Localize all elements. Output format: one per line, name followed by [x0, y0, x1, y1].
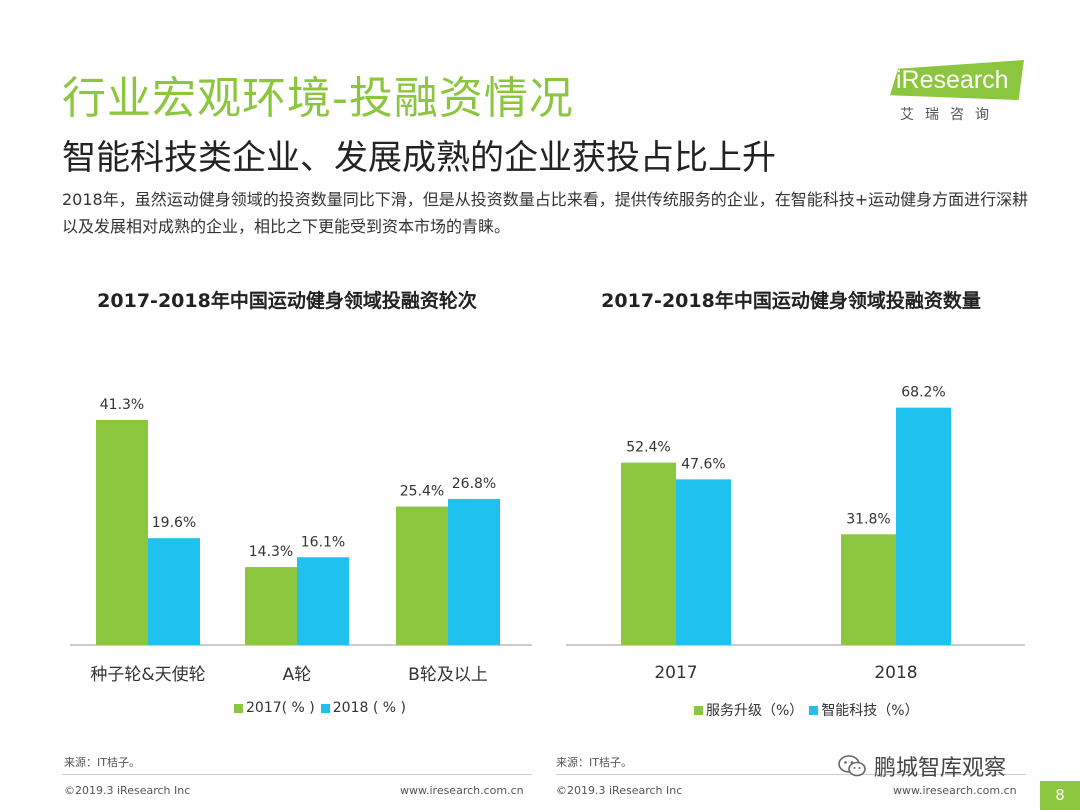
footer-url-right[interactable]: www.iresearch.com.cn [893, 784, 1017, 797]
legend-item-2018: 2018 ( % ) [320, 700, 406, 716]
wechat-icon [838, 755, 866, 777]
data-label: 68.2% [901, 385, 945, 401]
legend-label: 2017( % ) [246, 700, 315, 716]
legend-label: 智能科技（%） [821, 703, 919, 719]
page-subtitle: 智能科技类企业、发展成熟的企业获投占比上升 [62, 138, 776, 178]
footer-divider-left [62, 774, 532, 775]
bar-green-2 [396, 506, 448, 645]
bar-blue-0 [676, 479, 731, 645]
data-label: 14.3% [249, 544, 293, 560]
legend-label: 2018 ( % ) [332, 700, 406, 716]
legend-item-2017: 2017( % ) [234, 700, 315, 716]
chart-1-title: 2017-2018年中国运动健身领域投融资轮次 [97, 290, 477, 312]
source-note-left: 来源：IT桔子。 [64, 756, 140, 769]
bar-blue-1 [297, 557, 349, 645]
legend-swatch-green [694, 705, 703, 715]
logo-text: iResearch [896, 66, 1009, 94]
data-label: 47.6% [681, 456, 725, 472]
data-label: 26.8% [452, 476, 496, 492]
bar-green-1 [841, 534, 896, 645]
source-note-right: 来源：IT桔子。 [556, 756, 632, 769]
iresearch-logo: iResearch 艾瑞咨询 [890, 56, 1030, 126]
category-label: 2018 [874, 663, 917, 683]
bar-blue-1 [896, 407, 951, 645]
description: 2018年，虽然运动健身领域的投资数量同比下滑，但是从投资数量占比来看，提供传统… [62, 190, 1029, 236]
bar-green-1 [245, 567, 297, 645]
data-label: 25.4% [400, 484, 444, 500]
chart-2: 52.4% 47.6% 2017 31.8% 68.2% 2018 [566, 385, 1025, 683]
chart-1: 41.3% 19.6% 种子轮&天使轮 14.3% 16.1% A轮 25.4% 26.8% B… [70, 397, 532, 685]
page-title: 行业宏观环境-投融资情况 [62, 73, 574, 124]
chart-2-title: 2017-2018年中国运动健身领域投融资数量 [601, 290, 981, 312]
legend-item-smart-tech: 智能科技（%） [809, 700, 919, 720]
footer-divider-right [556, 774, 1026, 775]
legend-item-service: 服务升级（%） [694, 700, 803, 720]
data-label: 31.8% [846, 511, 890, 527]
footer-url-left[interactable]: www.iresearch.com.cn [400, 784, 524, 797]
legend-swatch-blue [320, 703, 330, 713]
data-label: 41.3% [100, 397, 144, 413]
footer-copyright-right: ©2019.3 iResearch Inc [556, 784, 683, 797]
category-label: 种子轮&天使轮 [90, 664, 205, 685]
watermark-text: 鹏城智库观察 [874, 756, 1007, 781]
watermark: 鹏城智库观察 [838, 750, 1006, 782]
bar-green-0 [621, 462, 676, 645]
page-number: 8 [1040, 781, 1080, 810]
bar-blue-0 [148, 538, 200, 645]
data-label: 16.1% [301, 534, 345, 550]
legend-swatch-green [234, 703, 243, 713]
logo-subtext: 艾瑞咨询 [900, 107, 1000, 123]
legend-label: 服务升级（%） [706, 703, 804, 719]
bar-blue-2 [448, 498, 500, 645]
category-label: B轮及以上 [408, 665, 488, 685]
category-label: A轮 [283, 665, 312, 685]
bar-green-0 [96, 419, 148, 645]
footer-copyright-left: ©2019.3 iResearch Inc [64, 784, 191, 797]
data-label: 19.6% [152, 515, 196, 531]
chart-2-legend: 服务升级（%） 智能科技（%） [694, 700, 925, 720]
legend-swatch-blue [809, 705, 819, 715]
category-label: 2017 [654, 663, 697, 683]
chart-1-legend: 2017( % ) 2018 ( % ) [234, 700, 412, 716]
data-label: 52.4% [626, 440, 670, 456]
